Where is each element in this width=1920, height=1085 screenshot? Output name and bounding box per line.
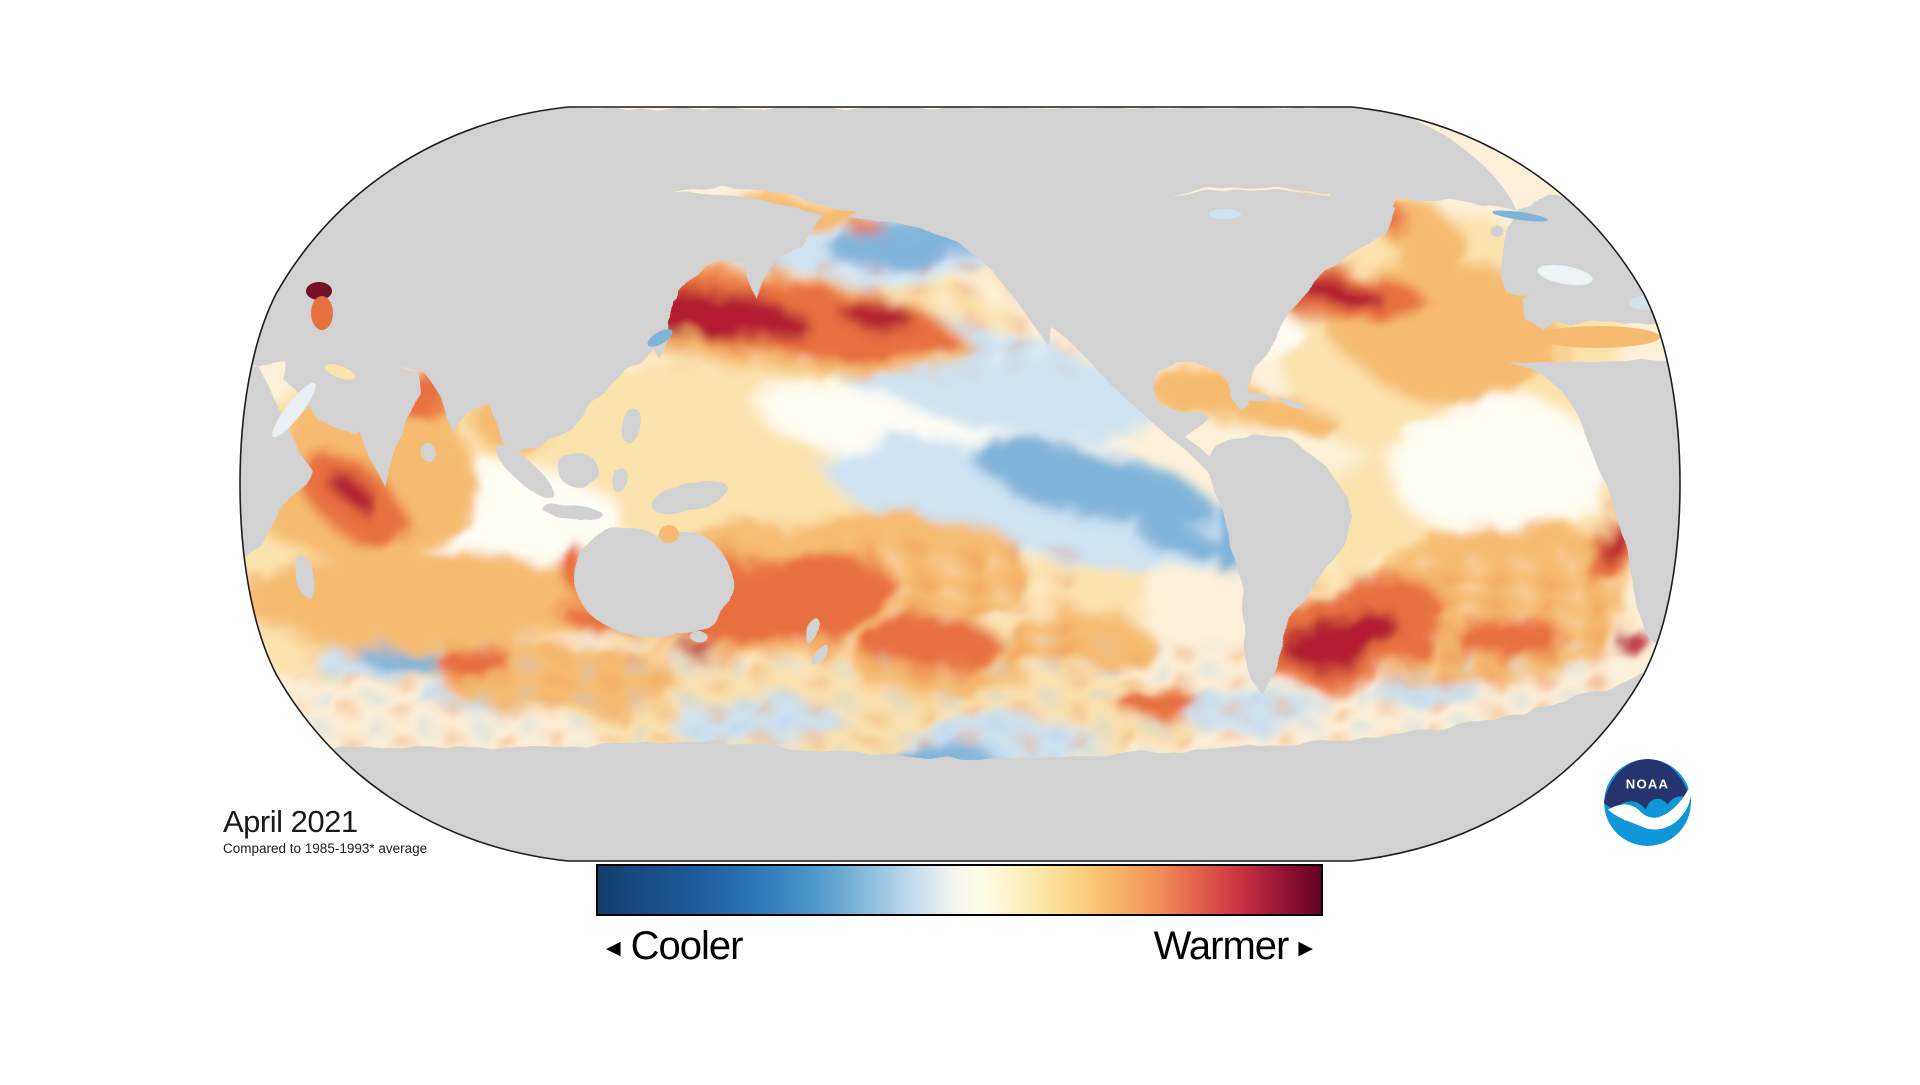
warmer-arrow-icon: ▶ (1298, 937, 1313, 959)
color-scale-labels: ◀ Cooler Warmer ▶ (596, 916, 1323, 976)
logo-sky-shape (1604, 759, 1691, 810)
map-date-title: April 2021 (223, 804, 358, 839)
seagull-wing-icon (1623, 815, 1656, 823)
cooler-label-group: ◀ Cooler (606, 923, 744, 969)
logo-text: NOAA (1626, 776, 1670, 791)
warmer-label: Warmer (1153, 923, 1290, 968)
title-block: April 2021 Compared to 1985-1993* averag… (223, 804, 428, 856)
noaa-logo: NOAA (1604, 759, 1691, 846)
cooler-label: Cooler (630, 923, 744, 968)
color-scale-bar (596, 864, 1323, 916)
warmer-label-group: Warmer ▶ (1154, 924, 1313, 969)
cooler-arrow-icon: ◀ (606, 937, 621, 959)
baseline-note: Compared to 1985-1993* average (223, 840, 428, 856)
map-outline (239, 106, 1681, 862)
